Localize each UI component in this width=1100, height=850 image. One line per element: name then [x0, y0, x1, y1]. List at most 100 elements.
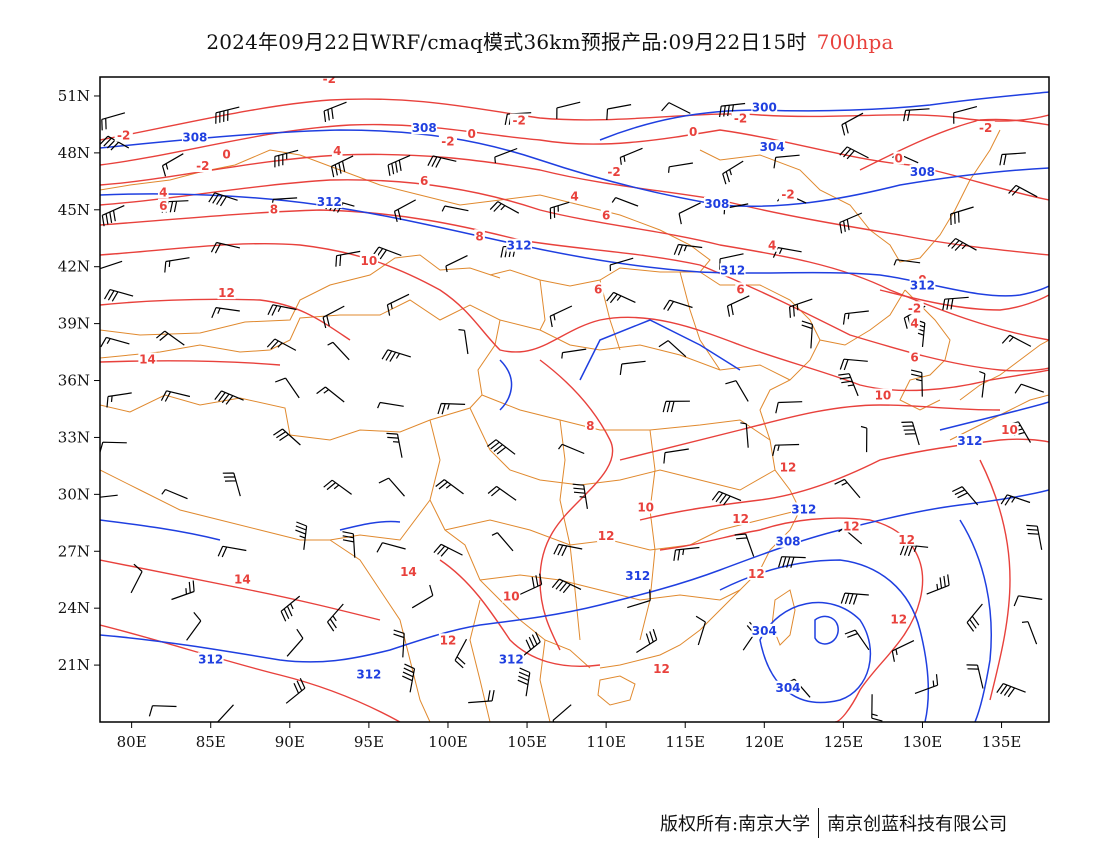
mongolia-border [100, 149, 711, 287]
wind-barb [950, 206, 974, 226]
temp-contour-6 [100, 179, 1049, 341]
wind-barb [402, 663, 416, 693]
copyright-footer: 版权所有:南京大学 南京创蓝科技有限公司 [660, 808, 1007, 838]
height-contour-312b [499, 319, 741, 411]
height-contour-outer [959, 519, 992, 722]
contour-label-bg [624, 568, 651, 582]
temp-contour-12d [439, 559, 601, 667]
wind-barb [839, 212, 863, 234]
wind-barb [148, 705, 177, 717]
wind-barb [572, 483, 588, 509]
contour-label: -2 [196, 159, 209, 173]
wind-barb [838, 373, 859, 397]
wind-barb [725, 380, 749, 402]
wind-barb [606, 291, 636, 304]
contour-label-bg [766, 238, 778, 252]
contour-label: 312 [317, 195, 342, 209]
contour-label: 312 [957, 434, 982, 448]
contour-label: 308 [910, 165, 935, 179]
wind-barb [316, 386, 345, 403]
wind-barb [342, 531, 356, 558]
map-frame [99, 76, 1050, 723]
contour-label-bg [438, 633, 458, 647]
wind-barb [101, 205, 125, 227]
contour-label: 12 [780, 461, 797, 475]
contour-label: -2 [512, 114, 525, 128]
wind-barb [775, 401, 803, 414]
province-border-1 [499, 319, 791, 381]
contour-label: 12 [598, 529, 615, 543]
contour-label: 14 [400, 565, 417, 579]
wind-barb [519, 573, 543, 596]
wind-barb [841, 112, 864, 136]
lon-tick-label: 85E [196, 733, 226, 751]
contour-label-bg [411, 121, 438, 135]
contour-label-bg [418, 174, 430, 188]
title-text: 2024年09月22日WRF/cmaq模式36km预报产品:09月22日15时 [206, 30, 807, 54]
lat-tick-label: 45N [58, 201, 90, 219]
lon-tick-label: 135E [982, 733, 1022, 751]
contour-label-bg [751, 623, 778, 637]
wind-barb [663, 448, 689, 464]
contour-label-bg [197, 652, 224, 666]
wind-barb [100, 336, 130, 348]
wind-barb [386, 432, 403, 458]
wind-barb [274, 149, 299, 168]
temp-contour-0e [879, 289, 1049, 311]
contour-label-bg [569, 189, 580, 203]
province-border-9 [539, 279, 546, 331]
contour-label: 10 [1001, 423, 1018, 437]
contour-label-bg [331, 143, 343, 157]
wind-barb [695, 615, 706, 646]
lon-tick-label: 125E [824, 733, 864, 751]
contour-label: 12 [732, 512, 749, 526]
wind-barb [489, 201, 520, 214]
wind-barb [330, 155, 354, 178]
lat-tick-label: 30N [58, 485, 90, 503]
wind-barb [952, 486, 979, 506]
height-contour-304 [599, 91, 1049, 141]
wind-barb [891, 640, 915, 662]
footer-divider [818, 808, 820, 838]
wind-barb [266, 338, 297, 351]
wind-barb [100, 135, 130, 151]
contour-label: 8 [586, 419, 594, 433]
height-contour-300 [814, 615, 839, 645]
lat-tick-label: 27N [58, 542, 90, 560]
wind-barb [558, 443, 585, 455]
wind-barb [1026, 524, 1043, 550]
contour-label: 10 [875, 389, 892, 403]
contour-label: 14 [234, 573, 251, 587]
contour-label: 312 [499, 652, 524, 666]
contour-label-bg [735, 282, 746, 296]
contour-label-bg [873, 388, 893, 402]
contour-label-bg [976, 121, 995, 135]
wind-barb [611, 197, 639, 207]
height-contours [100, 91, 1049, 722]
wind-barb [627, 589, 651, 609]
wind-barb [267, 304, 297, 316]
temp-contour-12f [979, 459, 1011, 701]
contour-label: 12 [898, 533, 915, 547]
wind-barb [553, 543, 583, 557]
wind-barb [323, 479, 352, 495]
lat-tick-label: 21N [58, 656, 90, 674]
wind-barb [377, 401, 404, 409]
contour-label-bg [759, 140, 786, 154]
wind-barb [556, 101, 581, 119]
contour-label: 12 [890, 612, 907, 626]
wind-barb [719, 102, 746, 118]
wind-barb [372, 246, 402, 260]
wind-barb [773, 154, 800, 169]
contour-label: 10 [361, 254, 378, 268]
contour-label-bg [600, 208, 612, 222]
wind-barb [435, 479, 464, 495]
contour-label-bg [703, 197, 730, 210]
lat-tick-label: 42N [58, 258, 90, 276]
wind-barb [161, 153, 184, 177]
lat-tick-label: 33N [58, 428, 90, 446]
lat-tick-label: 48N [58, 144, 90, 162]
contour-label: 12 [843, 520, 860, 534]
province-border-2 [481, 394, 771, 441]
contour-label: 308 [775, 535, 800, 549]
